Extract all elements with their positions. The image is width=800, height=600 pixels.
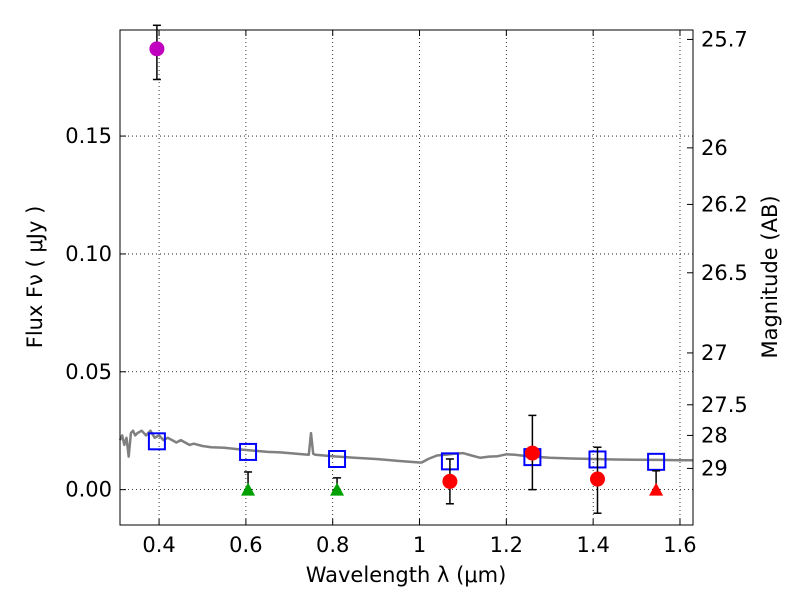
- y2-tick-label: 29: [701, 456, 728, 480]
- y2-tick-label: 26.5: [701, 261, 748, 285]
- y2-tick-label: 27.5: [701, 393, 748, 417]
- y2-tick-label: 26: [701, 136, 728, 160]
- flux-point-marker: [524, 445, 540, 461]
- flux-point-marker: [149, 41, 165, 57]
- x-tick-label: 0.6: [229, 533, 262, 557]
- sed-model-line: [118, 429, 693, 464]
- y2-tick-label: 28: [701, 423, 728, 447]
- plot-frame: [119, 29, 694, 526]
- x-tick-label: 0.8: [316, 533, 349, 557]
- y-tick-label: 0.00: [65, 478, 112, 502]
- model-photometry-marker: [147, 432, 166, 451]
- y2-tick-label: 27: [701, 341, 728, 365]
- x-tick-label: 1.6: [663, 533, 696, 557]
- x-tick-label: 1.2: [490, 533, 523, 557]
- x-axis-title: Wavelength λ (μm): [306, 563, 507, 587]
- y-tick-label: 0.10: [65, 242, 112, 266]
- y-axis-title: Flux Fν ( μJy ): [23, 206, 47, 349]
- upper-limit-marker: [649, 482, 664, 496]
- series-layer: [118, 24, 693, 514]
- y2-tick-label: 25.7: [701, 27, 748, 51]
- x-tick-label: 0.4: [142, 533, 175, 557]
- flux-point-marker: [442, 473, 458, 489]
- x-tick-label: 1.4: [576, 533, 609, 557]
- model-photometry-marker: [239, 442, 258, 461]
- model-photometry-marker: [647, 452, 666, 471]
- y2-tick-label: 26.2: [701, 192, 748, 216]
- model-photometry-marker: [328, 450, 347, 468]
- flux-point-marker: [590, 471, 605, 487]
- y-tick-label: 0.05: [65, 360, 112, 384]
- axes: 0.4 0.6 0.8 1 1.2 1.4 1.6 0.00 0.05 0.10 0.15 25.7 2…: [65, 27, 748, 557]
- x-tick-label: 1: [413, 533, 426, 557]
- grid: [120, 30, 693, 525]
- upper-limit-marker: [241, 482, 256, 496]
- upper-limit-marker: [330, 482, 345, 496]
- y2-axis-title: Magnitude (AB): [758, 195, 782, 358]
- y-tick-label: 0.15: [65, 124, 112, 148]
